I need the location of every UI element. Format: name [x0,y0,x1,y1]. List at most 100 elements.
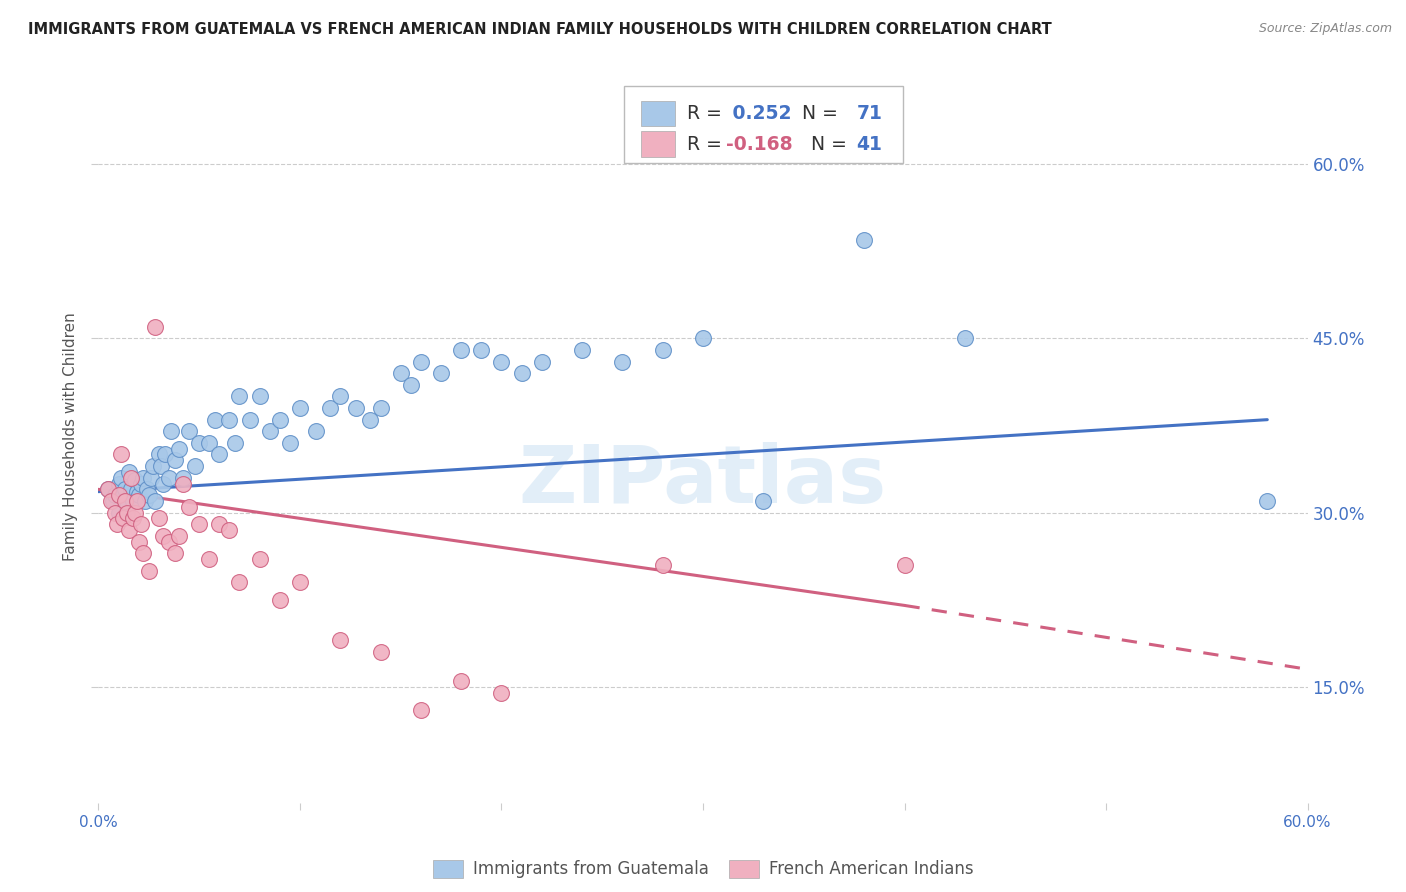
Point [167,442,190,456]
Point [125,484,148,499]
Point [269,412,291,426]
Point [129,517,152,532]
Text: 71: 71 [856,104,883,123]
Point [360,412,382,426]
Point [409,354,432,368]
Text: Source: ZipAtlas.com: Source: ZipAtlas.com [1258,22,1392,36]
Point [172,476,194,491]
Point [491,354,513,368]
Point [204,412,226,426]
Text: -0.168: -0.168 [725,135,793,154]
Point [218,412,240,426]
Point [188,517,211,532]
Point [163,453,186,467]
Point [110,448,132,462]
Point [148,511,170,525]
Point [953,331,976,345]
Legend: Immigrants from Guatemala, French American Indians: Immigrants from Guatemala, French Americ… [425,851,981,887]
Point [97,483,120,497]
Text: ZIPatlas: ZIPatlas [519,442,887,520]
Bar [641,131,675,157]
Point [157,534,180,549]
Point [152,476,174,491]
Point [115,500,138,514]
Point [139,471,162,485]
Point [198,436,221,450]
Text: R =: R = [688,135,728,154]
Point [571,343,593,357]
Point [249,552,271,566]
Point [179,424,201,438]
Point [138,488,160,502]
Point [128,488,150,502]
Point [142,459,165,474]
Text: R =: R = [688,104,728,123]
Point [97,483,120,497]
Point [259,424,281,438]
Point [893,558,915,572]
Point [198,552,221,566]
Point [167,529,190,543]
Point [491,685,513,699]
Point [470,343,492,357]
Point [157,471,180,485]
Point [179,500,201,514]
Point [370,645,392,659]
Point [450,343,472,357]
Point [132,471,155,485]
Point [124,473,146,487]
Point [143,494,166,508]
Point [134,494,156,508]
Point [107,488,129,502]
Point [305,424,328,438]
Point [370,401,392,415]
Point [152,529,174,543]
Text: 41: 41 [856,135,883,154]
Point [409,703,432,717]
Text: N =: N = [790,104,844,123]
Point [149,459,172,474]
Bar [641,101,675,127]
Point [228,389,250,403]
Point [118,465,141,479]
Point [163,546,186,560]
Point [114,494,136,508]
Point [188,436,211,450]
Point [153,448,176,462]
Point [120,483,142,497]
Point [430,366,453,380]
Point [399,377,422,392]
Point [853,233,876,247]
Point [125,494,148,508]
Text: N =: N = [799,135,852,154]
Point [329,389,352,403]
Point [510,366,533,380]
Point [110,471,132,485]
Point [651,558,673,572]
Point [120,471,142,485]
Point [101,494,124,508]
Point [107,476,129,491]
Point [121,494,143,508]
Point [450,673,472,688]
Point [128,534,150,549]
Point [135,483,157,497]
Point [228,575,250,590]
FancyBboxPatch shape [624,86,903,163]
Point [114,483,136,497]
Point [329,633,352,648]
Point [132,546,155,560]
Point [129,476,152,491]
Point [651,343,673,357]
Point [208,517,231,532]
Point [118,523,141,537]
Point [114,494,136,508]
Text: IMMIGRANTS FROM GUATEMALA VS FRENCH AMERICAN INDIAN FAMILY HOUSEHOLDS WITH CHILD: IMMIGRANTS FROM GUATEMALA VS FRENCH AMER… [28,22,1052,37]
Point [115,506,138,520]
Point [692,331,714,345]
Point [218,523,240,537]
Point [148,448,170,462]
Point [143,319,166,334]
Point [288,575,311,590]
Point [111,488,134,502]
